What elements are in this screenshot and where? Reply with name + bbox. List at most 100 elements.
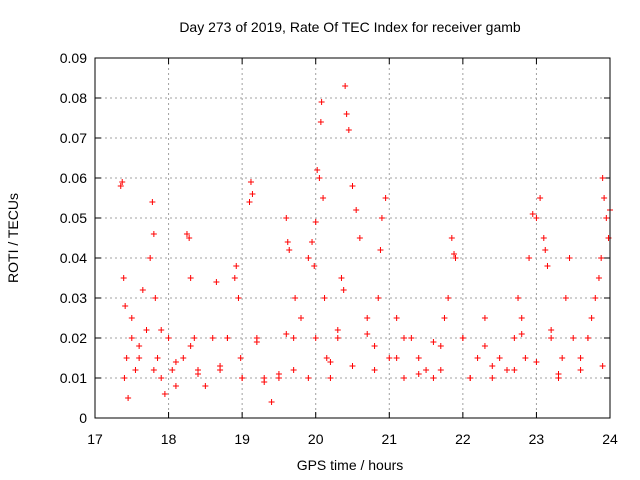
data-point — [511, 335, 518, 341]
data-point — [147, 255, 154, 261]
data-point — [401, 375, 407, 381]
data-point — [305, 375, 312, 381]
data-point — [128, 315, 135, 321]
data-point — [152, 295, 159, 301]
data-point — [224, 335, 231, 341]
data-point — [323, 355, 330, 361]
data-point — [132, 367, 139, 373]
data-point — [345, 127, 352, 133]
x-tick-label: 22 — [455, 431, 471, 447]
data-point — [588, 315, 595, 321]
data-point — [247, 179, 254, 185]
data-point — [334, 335, 341, 341]
data-point — [548, 327, 555, 333]
data-point — [187, 343, 194, 349]
data-point — [441, 315, 448, 321]
data-point — [202, 383, 209, 389]
data-point — [511, 367, 518, 373]
data-point — [123, 355, 130, 361]
data-point — [172, 359, 179, 365]
data-point — [165, 335, 172, 341]
data-point — [150, 367, 157, 373]
data-point — [268, 399, 275, 405]
data-point — [172, 383, 179, 389]
data-point — [548, 335, 555, 341]
data-point — [459, 335, 466, 341]
data-point — [321, 295, 328, 301]
data-points — [117, 83, 613, 405]
data-point — [481, 343, 488, 349]
data-point — [559, 355, 566, 361]
data-point — [566, 255, 573, 261]
data-point — [601, 195, 608, 201]
y-tick-label: 0.02 — [60, 330, 87, 346]
data-point — [364, 331, 371, 337]
data-point — [246, 199, 253, 205]
data-point — [540, 235, 547, 241]
data-point — [169, 367, 176, 373]
data-point — [515, 295, 522, 301]
data-point — [533, 359, 540, 365]
data-point — [378, 215, 385, 221]
data-point — [261, 379, 268, 385]
data-point — [327, 359, 334, 365]
data-point — [136, 343, 143, 349]
y-tick-label: 0.04 — [60, 250, 87, 266]
data-point — [195, 371, 201, 377]
y-tick-label: 0.05 — [60, 210, 87, 226]
data-point — [334, 327, 341, 333]
data-point — [599, 175, 606, 181]
x-tick-label: 17 — [87, 431, 103, 447]
data-point — [598, 255, 605, 261]
data-point — [522, 355, 529, 361]
data-point — [533, 215, 540, 221]
data-point — [117, 183, 124, 189]
data-point — [154, 355, 161, 361]
data-point — [314, 167, 321, 173]
data-point — [143, 327, 150, 333]
x-tick-label: 23 — [529, 431, 545, 447]
data-point — [544, 263, 551, 269]
data-point — [187, 275, 194, 281]
data-point — [562, 295, 569, 301]
data-point — [489, 363, 496, 369]
data-point — [445, 295, 452, 301]
data-point — [231, 275, 238, 281]
data-point — [537, 195, 544, 201]
data-point — [542, 247, 549, 253]
data-point — [217, 363, 224, 369]
data-point — [448, 235, 455, 241]
data-point — [474, 355, 481, 361]
y-tick-label: 0.09 — [60, 50, 87, 66]
data-point — [592, 295, 599, 301]
data-point — [430, 339, 437, 345]
grid-lines — [95, 58, 610, 418]
data-point — [237, 355, 244, 361]
data-point — [161, 391, 168, 397]
data-point — [353, 207, 360, 213]
data-point — [584, 335, 591, 341]
x-tick-label: 19 — [234, 431, 250, 447]
data-point — [340, 287, 347, 293]
data-point — [451, 251, 458, 257]
data-point — [529, 211, 536, 217]
plot-frame — [94, 57, 611, 419]
data-point — [437, 367, 444, 373]
data-point — [183, 231, 190, 237]
data-point — [309, 239, 316, 245]
data-point — [139, 287, 146, 293]
data-point — [386, 355, 393, 361]
data-point — [305, 255, 312, 261]
data-point — [452, 255, 459, 261]
data-point — [233, 263, 240, 269]
data-point — [518, 331, 525, 337]
data-point — [526, 255, 533, 261]
data-point — [577, 367, 584, 373]
data-point — [180, 355, 187, 361]
data-point — [595, 275, 602, 281]
data-point — [158, 375, 165, 381]
data-point — [283, 331, 290, 337]
x-axis-label: GPS time / hours — [297, 457, 404, 473]
data-point — [235, 295, 242, 301]
